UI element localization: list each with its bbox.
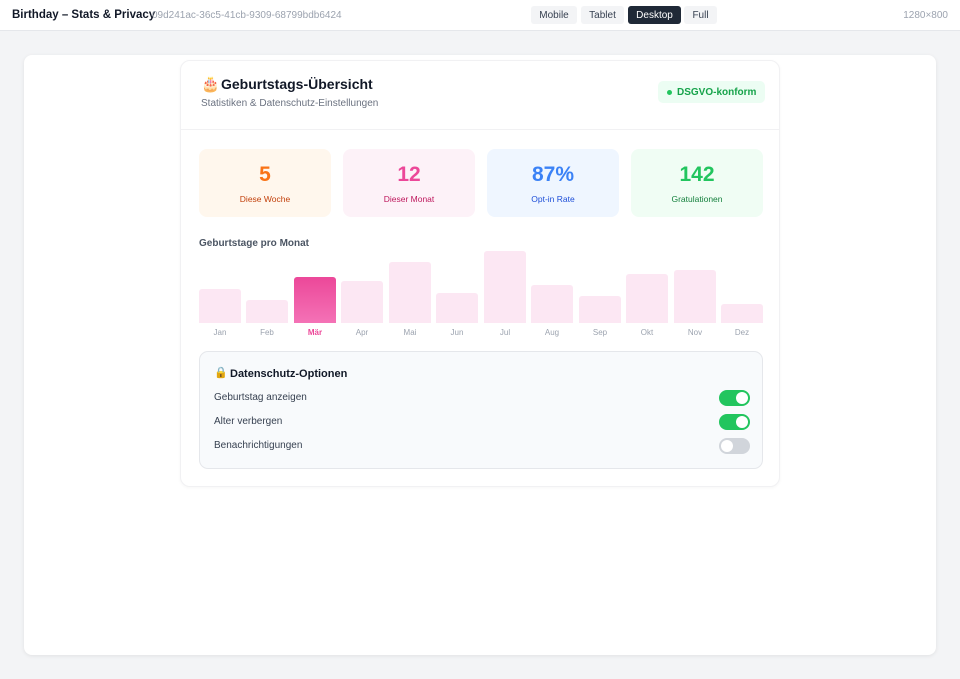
resolution-label: 1280×800: [903, 10, 948, 21]
option-label-hide-age: Alter verbergen: [214, 416, 283, 427]
lock-icon: 🔒: [214, 367, 228, 379]
chart-bar-9: [626, 274, 668, 323]
chart-bar-8: [579, 296, 621, 323]
app-id: 09d241ac-36c5-41cb-9309-68799bdb6424: [152, 10, 342, 21]
stat-label: Opt-in Rate: [531, 194, 575, 204]
view-button-desktop[interactable]: Desktop: [628, 6, 681, 24]
card-header: 🎂 Geburtstags-Übersicht Statistiken & Da…: [181, 61, 779, 130]
privacy-panel: 🔒 Datenschutz-Optionen Geburtstag anzeig…: [199, 351, 763, 469]
chart-month-label: Jul: [499, 328, 511, 337]
toggle-knob: [736, 416, 748, 428]
chart-month-label: Apr: [355, 328, 369, 337]
stat-value: 12: [397, 163, 421, 186]
overview-card: 🎂 Geburtstags-Übersicht Statistiken & Da…: [180, 60, 780, 487]
chart-month-label: Feb: [260, 328, 274, 337]
option-label-notifications: Benachrichtigungen: [214, 440, 303, 451]
chart-month-label: Aug: [544, 328, 560, 337]
chart-month-label: Mär: [307, 328, 323, 337]
cake-icon: 🎂: [201, 76, 220, 93]
stat-label: Diese Woche: [239, 194, 291, 204]
chart-month-label: Jun: [450, 328, 464, 337]
gdpr-badge-label: DSGVO-konform: [677, 86, 757, 98]
view-button-full[interactable]: Full: [684, 6, 717, 24]
chart-bar-7: [531, 285, 573, 323]
stat-value: 142: [679, 163, 715, 186]
gdpr-badge: DSGVO-konform: [658, 81, 766, 103]
stat-value: 5: [259, 163, 271, 186]
stat-label: Gratulationen: [671, 194, 723, 204]
page-title: Geburtstags-Übersicht: [221, 76, 373, 92]
chart-bar-10: [674, 270, 716, 323]
chart-bar-0: [199, 289, 241, 323]
stat-card-congrats: 142 Gratulationen: [631, 149, 763, 217]
chart-bar-1: [246, 300, 288, 323]
app-title: Birthday – Stats & Privacy: [12, 9, 156, 21]
chart-bar-5: [436, 293, 478, 323]
chart-bar-6: [484, 251, 526, 323]
chart-title: Geburtstage pro Monat: [199, 238, 310, 249]
chart-month-label: Mai: [403, 328, 417, 337]
chart-month-label: Jan: [213, 328, 227, 337]
stat-card-optin: 87% Opt-in Rate: [487, 149, 619, 217]
page-subtitle: Statistiken & Datenschutz-Einstellungen: [201, 98, 379, 109]
toggle-knob: [736, 392, 748, 404]
chart-month-label: Nov: [687, 328, 703, 337]
chart-bar-2: [294, 277, 336, 323]
chart-month-label: Sep: [592, 328, 608, 337]
view-button-tablet[interactable]: Tablet: [581, 6, 624, 24]
chart-month-label: Okt: [640, 328, 654, 337]
status-dot-icon: [667, 89, 672, 95]
chart-bar-3: [341, 281, 383, 323]
stat-card-month: 12 Dieser Monat: [343, 149, 475, 217]
privacy-title: Datenschutz-Optionen: [230, 368, 348, 380]
stat-value: 87%: [531, 163, 575, 186]
top-bar: Birthday – Stats & Privacy 09d241ac-36c5…: [0, 0, 960, 31]
toggle-knob: [721, 440, 733, 452]
toggle-notifications[interactable]: [719, 438, 750, 454]
view-button-mobile[interactable]: Mobile: [531, 6, 577, 24]
stat-card-week: 5 Diese Woche: [199, 149, 331, 217]
option-label-show-birthday: Geburtstag anzeigen: [214, 392, 307, 403]
chart-month-label: Dez: [734, 328, 750, 337]
birthday-bar-chart: Jan Feb Mär Apr Mai Jun Jul Aug Sep Okt Nov Dez: [199, 247, 763, 337]
stat-label: Dieser Monat: [383, 194, 435, 204]
chart-bar-4: [389, 262, 431, 323]
toggle-hide-age[interactable]: [719, 414, 750, 430]
chart-bar-11: [721, 304, 763, 323]
toggle-show-birthday[interactable]: [719, 390, 750, 406]
